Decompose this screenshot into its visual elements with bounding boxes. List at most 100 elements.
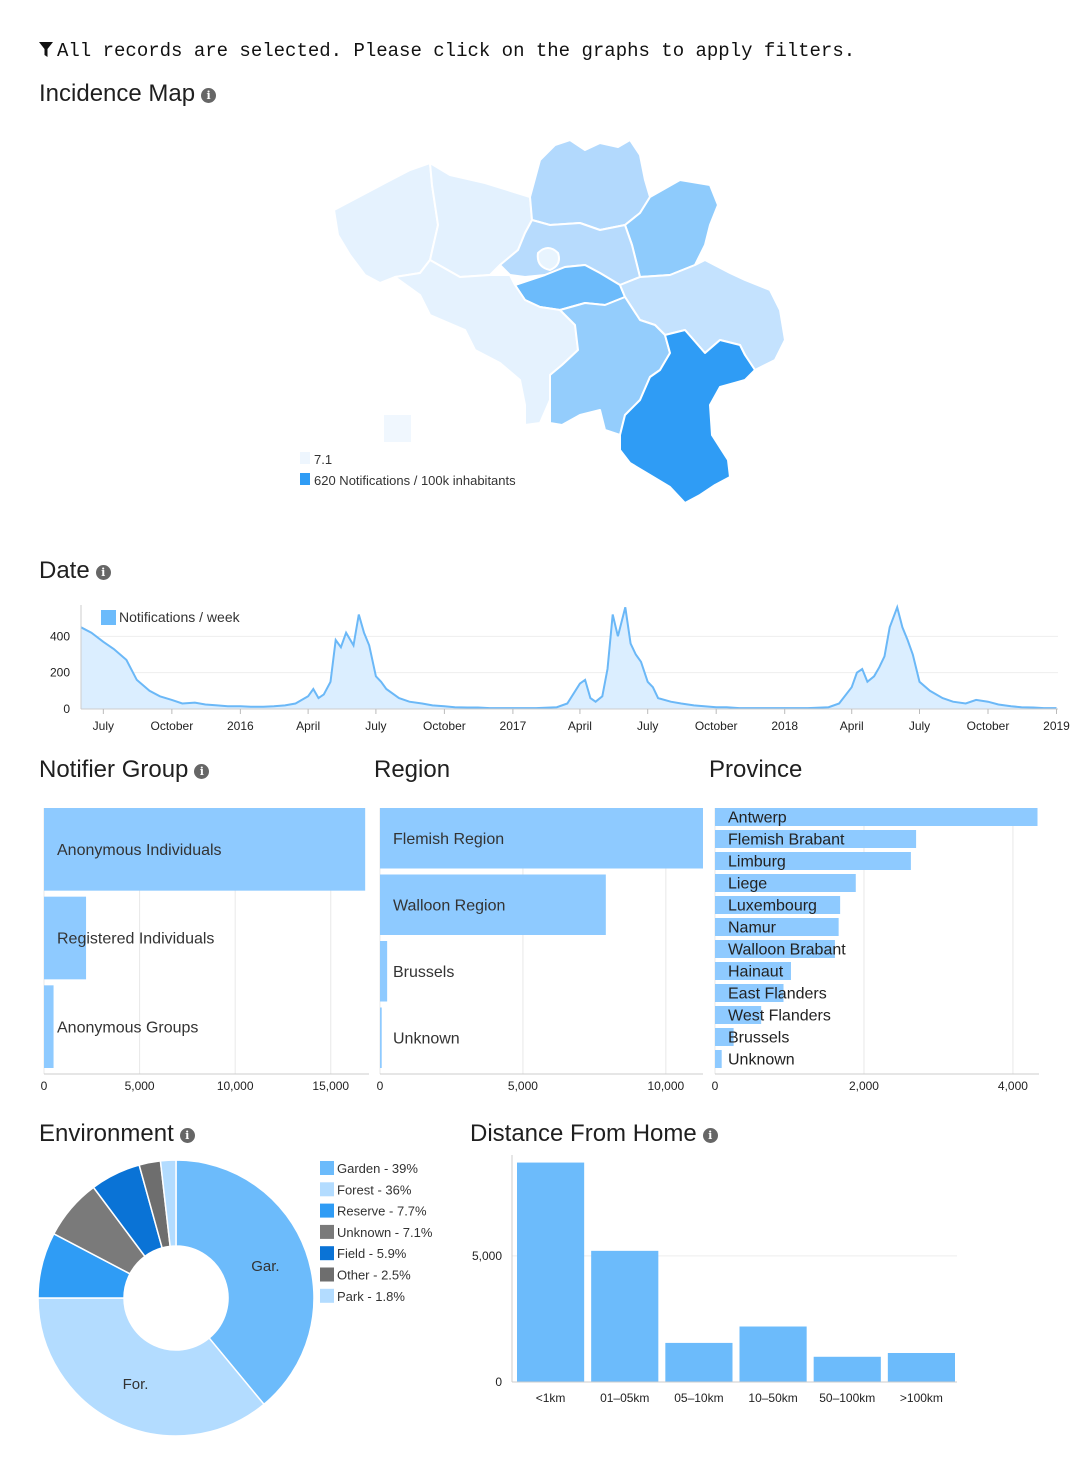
map-luxembourg[interactable] [619,329,756,504]
legend-item[interactable]: Park - 1.8% [337,1289,405,1304]
legend-swatch[interactable] [320,1203,334,1218]
bar[interactable] [715,808,1038,826]
environment-title: Environment i [39,1120,195,1148]
bar-label: Unknown [393,1030,460,1047]
legend-item[interactable]: Other - 2.5% [337,1268,411,1283]
legend-swatch[interactable] [320,1246,334,1261]
map-brussels[interactable] [536,247,560,271]
legend-item[interactable]: Unknown - 7.1% [337,1225,433,1240]
date-title: Date i [39,557,111,585]
bar-label: Walloon Region [393,897,505,914]
x-tick: 0 [377,1079,384,1093]
bar[interactable] [715,962,791,980]
map-antwerp[interactable] [529,139,651,231]
date-line [80,603,1057,710]
x-tick: 50–100km [819,1391,875,1405]
date-legend-swatch [101,610,116,625]
date-x-tick: April [296,719,320,733]
map-legend-max: 620 Notifications / 100k inhabitants [314,473,516,488]
info-icon[interactable]: i [95,565,111,580]
bar[interactable] [380,1007,382,1069]
date-x-tick: July [93,719,114,733]
map-west-flanders[interactable] [333,162,439,284]
legend-swatch[interactable] [320,1267,334,1282]
bar-label: Registered Individuals [57,931,214,948]
bar-label: Flemish Brabant [728,832,845,849]
bar-label: Namur [728,920,777,937]
pie-slice[interactable] [175,1159,315,1406]
bar[interactable] [380,941,388,1002]
bar[interactable] [715,1006,762,1024]
bar-label: Brussels [728,1030,789,1047]
pie-slice[interactable] [37,1297,266,1437]
date-x-tick: April [568,719,592,733]
x-tick: >100km [900,1391,943,1405]
bar-label: Hainaut [728,964,784,981]
bar-label: Luxembourg [728,898,817,915]
date-y-tick: 200 [50,666,70,680]
info-icon[interactable]: i [194,764,210,779]
bar[interactable] [517,1162,585,1382]
bar[interactable] [887,1352,955,1382]
info-icon[interactable]: i [179,1128,195,1143]
legend-swatch[interactable] [320,1288,334,1303]
bar-label: Brussels [393,964,454,981]
date-y-tick: 400 [50,629,70,643]
y-tick: 5,000 [472,1249,502,1263]
legend-swatch[interactable] [320,1182,334,1197]
bar[interactable] [715,1028,734,1046]
legend-swatch[interactable] [320,1161,334,1175]
filter-message: All records are selected. Please click o… [39,40,855,64]
bar[interactable] [715,918,839,936]
bar[interactable] [715,852,911,870]
pie-slice-label: For. [123,1376,149,1393]
bar[interactable] [44,896,87,980]
bar[interactable] [715,896,841,914]
date-x-tick: October [151,719,194,733]
x-tick: 15,000 [312,1079,349,1093]
x-tick: 10,000 [647,1079,684,1093]
legend-item[interactable]: Field - 5.9% [337,1246,407,1261]
incidence-map[interactable]: 7.1 620 Notifications / 100k inhabitants [300,125,800,515]
distance-chart[interactable]: 0 5,000 <1km 01–05km 05–10km 10–50km 50–100km >… [460,1155,970,1415]
x-tick: 10,000 [217,1079,254,1093]
date-x-tick: April [840,719,864,733]
bar[interactable] [44,808,366,891]
bar[interactable] [715,984,784,1002]
info-icon[interactable]: i [702,1128,718,1143]
legend-item[interactable]: Forest - 36% [337,1182,412,1197]
bar[interactable] [813,1356,881,1382]
legend-swatch[interactable] [320,1224,334,1239]
bar[interactable] [380,874,606,936]
x-tick: <1km [536,1391,566,1405]
bar[interactable] [665,1342,733,1382]
map-legend-swatch-min [300,452,310,464]
bar[interactable] [715,1050,722,1068]
info-icon[interactable]: i [201,88,217,103]
bar-label: Anonymous Individuals [57,842,222,859]
legend-item[interactable]: Garden - 39% [337,1161,418,1176]
pie-slice[interactable] [159,1159,177,1248]
date-x-tick: 2019 [1043,719,1070,733]
environment-chart[interactable]: Gar. For. Garden - 39% Forest - 36% Reserve … [30,1155,460,1445]
bar-label: Liege [728,876,767,893]
bar[interactable] [715,830,917,848]
bar[interactable] [715,874,856,892]
notifier-chart[interactable]: 0 5,000 10,000 15,000 Anonymous Individuals R… [30,798,375,1103]
x-tick: 2,000 [849,1079,879,1093]
date-x-tick: October [423,719,466,733]
bar-label: Antwerp [728,810,787,827]
region-title: Region [374,756,451,783]
legend-item[interactable]: Reserve - 7.7% [337,1204,427,1219]
date-chart[interactable]: 0 200 400 July October 2016 April July October 2… [0,600,1087,740]
bar[interactable] [739,1326,807,1382]
bar[interactable] [715,940,835,958]
region-chart[interactable]: 0 5,000 10,000 Flemish Region Walloon Region… [370,798,715,1103]
date-x-tick: July [637,719,658,733]
x-tick: 01–05km [600,1391,649,1405]
bar[interactable] [591,1250,659,1382]
province-chart[interactable]: 0 2,000 4,000 Antwerp Flemish Brabant Limburg… [705,798,1075,1103]
map-legend-swatch-min-large [384,415,411,442]
bar[interactable] [44,985,54,1068]
bar[interactable] [380,808,703,869]
